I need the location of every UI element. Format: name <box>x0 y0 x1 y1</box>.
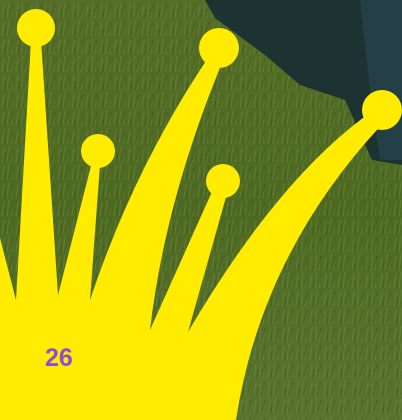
crown-tip <box>206 164 240 198</box>
scene: 26 <box>0 0 402 420</box>
crown-tip <box>17 9 55 47</box>
crown-tip <box>81 134 115 168</box>
crown-tip <box>362 90 402 130</box>
crown-tip <box>199 28 239 68</box>
badge-number: 26 <box>45 344 73 372</box>
page: {"badge": {"number": "26"}} 26 (() => { … <box>0 0 402 420</box>
